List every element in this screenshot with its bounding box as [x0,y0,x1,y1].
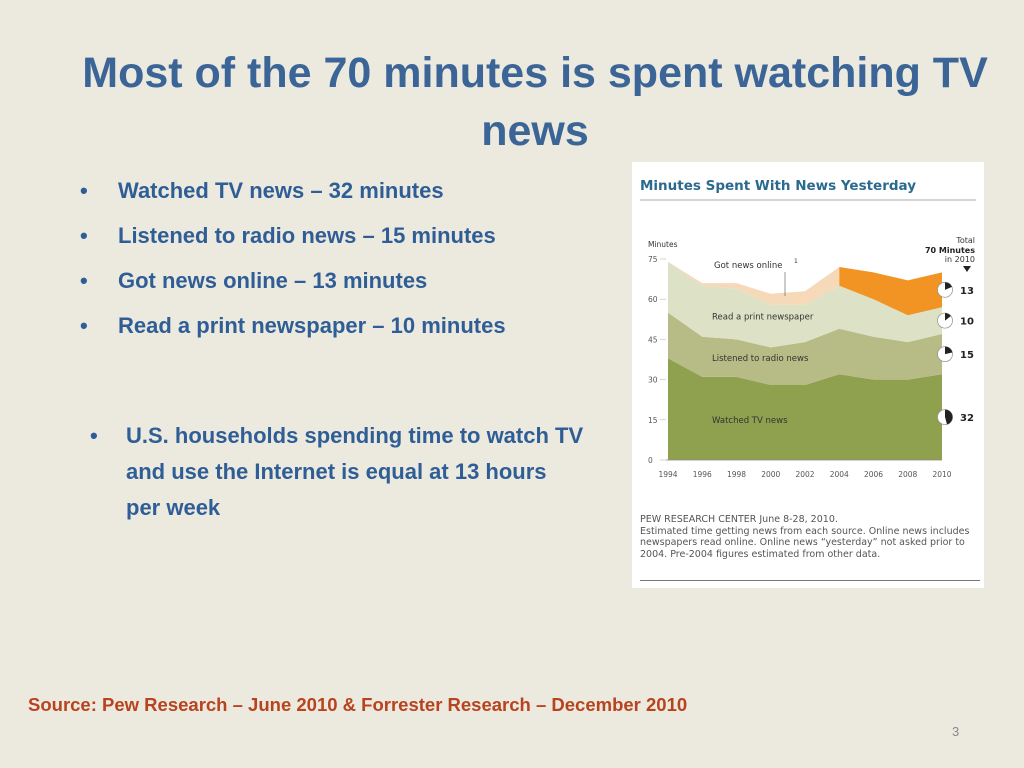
end-value-label: 10 [960,317,974,328]
y-tick-label: 75 [648,255,658,264]
x-tick-label: 2008 [898,470,917,479]
x-tick-label: 2006 [864,470,883,479]
pie-slice [945,346,953,355]
area-print-newspaper [668,261,942,348]
x-tick-label: 1994 [658,470,677,479]
footnote-line: PEW RESEARCH CENTER June 8-28, 2010. [640,514,838,525]
total-year-label: in 2010 [945,255,975,264]
y-tick-label: 15 [648,416,658,425]
pie-slice [945,313,951,321]
area-online-news-estimated [668,261,840,305]
x-tick-label: 2004 [830,470,849,479]
chart-footnote: PEW RESEARCH CENTER June 8-28, 2010. Est… [640,514,976,560]
bullet-item: Read a print newspaper – 10 minutes [76,303,606,348]
bullet-item: Got news online – 13 minutes [76,258,606,303]
bullet-item: Listened to radio news – 15 minutes [76,213,606,258]
page-number: 3 [952,724,960,739]
y-tick-label: 45 [648,335,658,344]
area-tv-news [668,358,942,460]
bullet-item: Watched TV news – 32 minutes [76,168,606,213]
x-tick-label: 1998 [727,470,746,479]
divider [640,580,980,581]
end-value-label: 32 [960,413,974,424]
y-tick-label: 0 [648,456,653,465]
source-citation: Source: Pew Research – June 2010 & Forre… [28,694,688,715]
series-label-online: Got news online [714,261,782,271]
total-label: Total [955,236,975,245]
down-arrow-icon [963,266,971,272]
y-axis-title: Minutes [648,240,678,249]
footnote-line: Estimated time getting news from each so… [640,525,970,560]
chart-title: Minutes Spent With News Yesterday [640,178,916,194]
y-tick-label: 60 [648,295,658,304]
pie-slice [945,282,952,290]
x-tick-label: 2000 [761,470,780,479]
pie-slice [945,409,953,425]
x-tick-label: 1996 [693,470,712,479]
series-label-radio: Listened to radio news [712,354,809,364]
chart-image: Minutes Spent With News Yesterday Minutes… [632,162,984,588]
footnote-marker: 1 [794,258,798,265]
area-online-news [839,267,942,316]
news-minutes-chart: Minutes Spent With News Yesterday Minutes… [640,178,976,479]
total-minutes-label: 70 Minutes [925,246,975,255]
bullet-list: Watched TV news – 32 minutes Listened to… [76,168,606,348]
area-radio-news [668,312,942,385]
slide-title: Most of the 70 minutes is spent watching… [82,49,988,155]
x-tick-label: 2010 [932,470,951,479]
end-value-label: 13 [960,286,974,297]
series-label-tv: Watched TV news [712,416,788,426]
bullet-list-secondary: U.S. households spending time to watch T… [86,418,586,526]
series-label-print: Read a print newspaper [712,313,814,323]
bullet-item: U.S. households spending time to watch T… [86,418,586,526]
x-tick-label: 2002 [795,470,814,479]
end-value-label: 15 [960,350,974,361]
y-tick-label: 30 [648,376,658,385]
